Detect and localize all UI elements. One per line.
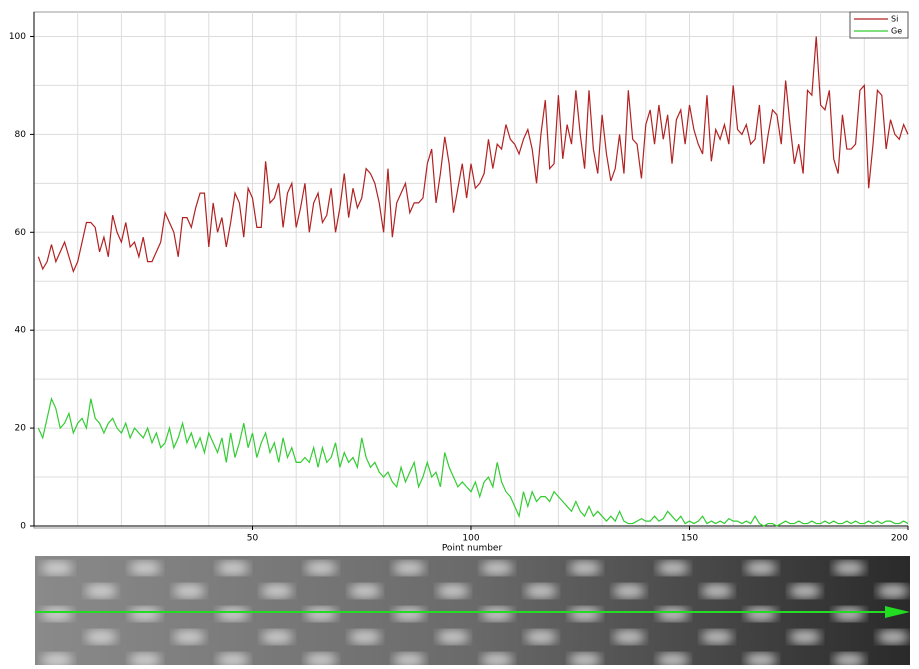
y-tick-label: 0 bbox=[20, 522, 26, 532]
legend-label: Si bbox=[891, 15, 898, 24]
x-tick-label: 150 bbox=[681, 534, 698, 544]
y-tick-label: 20 bbox=[15, 424, 27, 434]
x-tick-label: 200 bbox=[891, 534, 908, 544]
y-tick-label: 40 bbox=[15, 326, 27, 336]
x-tick-label: 50 bbox=[247, 534, 259, 544]
chart: 50 100 150 200 0 20 40 60 80 100 Si Ge Point number bbox=[0, 0, 919, 665]
x-tick-label: 100 bbox=[462, 534, 479, 544]
y-tick-label: 60 bbox=[15, 228, 27, 238]
legend-label: Ge bbox=[891, 27, 902, 36]
y-tick-label: 80 bbox=[15, 130, 27, 140]
stem-image bbox=[35, 556, 910, 665]
y-tick-label: 100 bbox=[9, 32, 26, 42]
x-axis-label: Point number bbox=[442, 544, 503, 554]
